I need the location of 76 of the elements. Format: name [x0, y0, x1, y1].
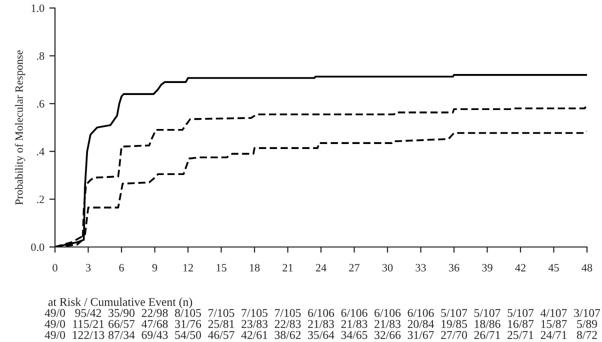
- x-tick-label: 42: [515, 264, 526, 272]
- text: 6/106: [308, 308, 334, 317]
- y-tick-label: 0.0: [31, 243, 44, 252]
- x-tick-label: 30: [382, 264, 393, 272]
- x-tick-label: 15: [216, 264, 226, 272]
- text: 35/64: [308, 331, 334, 339]
- y-tick-label: .4: [36, 148, 44, 156]
- text: 6/106: [408, 308, 434, 317]
- x-tick-label: 6: [119, 264, 124, 272]
- text: 31/67: [408, 331, 434, 339]
- text: 47/68: [142, 320, 168, 328]
- y-tick-label: 1.0: [32, 4, 44, 12]
- text: 54/50: [175, 330, 201, 339]
- text: 25/71: [508, 331, 534, 339]
- text: 5/107: [441, 308, 468, 317]
- text: 49/0: [44, 330, 66, 339]
- text: 95/42: [75, 309, 102, 317]
- text: 7/105: [242, 308, 268, 317]
- x-tick-label: 45: [548, 264, 559, 272]
- x-tick-label: 48: [582, 264, 592, 272]
- text: 35/90: [108, 308, 134, 317]
- text: 49/0: [44, 308, 66, 317]
- text: 69/43: [142, 331, 168, 339]
- text: 15/87: [541, 320, 567, 328]
- text: 42/61: [241, 331, 268, 339]
- y-tick-label: .8: [36, 52, 44, 60]
- text: 8/72: [576, 330, 597, 339]
- text: 25/81: [208, 320, 234, 328]
- y-tick-label: .2: [36, 196, 44, 204]
- x-tick-label: 21: [282, 264, 293, 272]
- text: 22/83: [274, 320, 301, 328]
- text: 49/0: [44, 320, 66, 328]
- x-tick-label: 33: [416, 264, 426, 272]
- text: 16/87: [508, 320, 534, 328]
- x-tick-label: 18: [250, 264, 260, 272]
- text: 22/98: [142, 308, 168, 317]
- text: 27/70: [441, 330, 467, 339]
- text: 5/89: [577, 320, 598, 328]
- x-tick-label: 12: [183, 264, 193, 272]
- text: 8/105: [175, 308, 201, 317]
- x-tick-label: 39: [482, 264, 492, 272]
- text: 21/83: [341, 320, 368, 328]
- text: 21/83: [308, 320, 334, 328]
- text: 5/107: [508, 308, 534, 317]
- x-tick-label: 36: [448, 264, 460, 272]
- text: 3/107: [574, 308, 600, 317]
- text: 6/106: [341, 308, 368, 317]
- text: 4/107: [540, 308, 567, 317]
- text: 87/34: [108, 330, 135, 339]
- text: 24/71: [540, 331, 566, 339]
- x-tick-label: 0: [52, 264, 58, 272]
- text: 6/106: [374, 308, 401, 317]
- y-axis-title: Probability of Molecular Response: [14, 50, 26, 205]
- x-tick-label: 9: [152, 264, 158, 272]
- y-tick-label: .6: [36, 100, 44, 108]
- text: 31/76: [175, 320, 202, 328]
- text: 46/57: [208, 331, 234, 339]
- text: 7/105: [208, 308, 234, 317]
- text: 26/71: [474, 331, 500, 339]
- text: 20/84: [408, 320, 434, 328]
- text: 21/83: [374, 320, 400, 328]
- x-tick-label: 3: [86, 264, 91, 272]
- text: 38/62: [274, 330, 301, 339]
- text: 122/13: [72, 331, 104, 339]
- x-tick-label: 24: [316, 264, 326, 272]
- x-tick-label: 27: [349, 264, 360, 272]
- text: 66/57: [108, 320, 135, 328]
- text: 7/105: [275, 308, 301, 317]
- text: 115/21: [73, 320, 104, 328]
- text: at Risk / Cumulative Event (n): [48, 298, 192, 308]
- text: 18/86: [474, 320, 500, 328]
- text: 19/85: [442, 320, 467, 328]
- text: 23/83: [242, 320, 268, 328]
- text: 32/66: [374, 331, 401, 339]
- text: 5/107: [474, 308, 500, 317]
- text: 34/65: [341, 331, 368, 339]
